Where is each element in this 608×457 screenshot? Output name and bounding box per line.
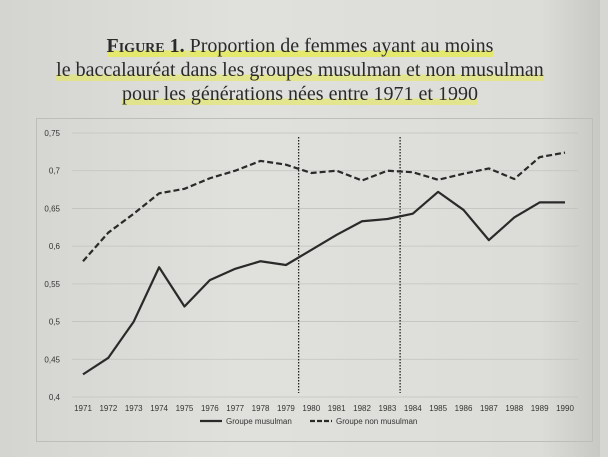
- series-line-musulman: [82, 190, 565, 376]
- series-line-non-musulman: [82, 151, 566, 262]
- chart-title-line-1: Figure 1. Proportion de femmes ayant au …: [106, 35, 494, 57]
- figure-label: Figure 1.: [106, 35, 185, 57]
- x-tick-label: 1975: [176, 404, 194, 413]
- x-tick-label: 1988: [505, 404, 523, 413]
- x-tick-label: 1983: [379, 404, 397, 413]
- x-tick-label: 1982: [353, 404, 371, 413]
- x-tick-label: 1990: [556, 404, 574, 413]
- y-tick-label: 0,75: [44, 129, 60, 138]
- x-tick-label: 1981: [328, 404, 346, 413]
- y-tick-label: 0,6: [49, 242, 61, 251]
- x-tick-label: 1979: [277, 404, 295, 413]
- chart-frame: [36, 118, 593, 442]
- chart-title-line-2: le baccalauréat dans les groupes musulma…: [56, 59, 544, 81]
- y-tick-label: 0,5: [49, 318, 61, 327]
- x-tick-label: 1984: [404, 404, 422, 413]
- x-tick-label: 1989: [531, 404, 549, 413]
- y-tick-label: 0,65: [44, 204, 60, 213]
- x-tick-label: 1986: [455, 404, 473, 413]
- y-tick-label: 0,45: [44, 355, 60, 364]
- x-tick-label: 1985: [429, 404, 447, 413]
- x-tick-label: 1974: [150, 404, 168, 413]
- legend-label: Groupe musulman: [226, 417, 292, 426]
- y-tick-label: 0,7: [49, 167, 61, 176]
- y-tick-label: 0,55: [44, 280, 60, 289]
- x-tick-label: 1978: [252, 404, 270, 413]
- y-tick-label: 0,4: [49, 393, 61, 402]
- chart-title-line-3: pour les générations nées entre 1971 et …: [121, 83, 478, 105]
- legend-label: Groupe non musulman: [336, 417, 417, 426]
- x-tick-label: 1971: [74, 404, 92, 413]
- x-tick-label: 1976: [201, 404, 219, 413]
- x-tick-label: 1973: [125, 404, 143, 413]
- x-tick-label: 1987: [480, 404, 498, 413]
- x-tick-label: 1977: [226, 404, 244, 413]
- x-tick-label: 1972: [99, 404, 117, 413]
- x-tick-label: 1980: [302, 404, 320, 413]
